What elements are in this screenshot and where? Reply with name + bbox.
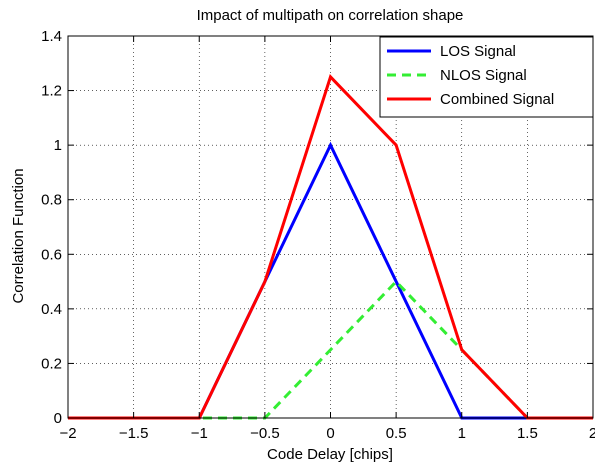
y-tick-label: 1.4 <box>41 28 62 45</box>
y-tick-label: 0.4 <box>41 301 62 318</box>
x-tick-label: −1.5 <box>119 425 149 442</box>
x-tick-label: −1 <box>191 425 208 442</box>
y-tick-label: 0 <box>54 410 62 427</box>
chart-title: Impact of multipath on correlation shape <box>197 7 464 24</box>
y-axis-title: Correlation Function <box>10 168 27 303</box>
x-tick-label: −2 <box>59 425 76 442</box>
x-tick-label: −0.5 <box>250 425 280 442</box>
x-tick-label: 2 <box>589 425 595 442</box>
y-tick-label: 1 <box>54 137 62 154</box>
y-tick-label: 1.2 <box>41 83 62 100</box>
axis-ticks: −2 −1.5 −1 −0.5 0 0.5 1 1.5 2 0 0.2 0.4 0.6 0.8 1 1.2 1.… <box>41 28 595 442</box>
x-tick-label: 0 <box>326 425 334 442</box>
x-tick-label: 0.5 <box>386 425 407 442</box>
series-line-combined <box>68 74 593 420</box>
y-tick-label: 0.8 <box>41 192 62 209</box>
legend: LOS Signal NLOS Signal Combined Signal <box>379 36 594 118</box>
x-tick-label: 1.5 <box>517 425 538 442</box>
legend-label-los: LOS Signal <box>440 43 516 60</box>
legend-label-nlos: NLOS Signal <box>440 67 527 84</box>
x-axis-title: Code Delay [chips] <box>267 446 393 463</box>
x-tick-label: 1 <box>458 425 466 442</box>
y-tick-label: 0.6 <box>41 246 62 263</box>
series-line-los <box>68 141 593 420</box>
legend-label-combined: Combined Signal <box>440 91 554 108</box>
y-tick-label: 0.2 <box>41 355 62 372</box>
series-line-nlos <box>68 279 593 420</box>
